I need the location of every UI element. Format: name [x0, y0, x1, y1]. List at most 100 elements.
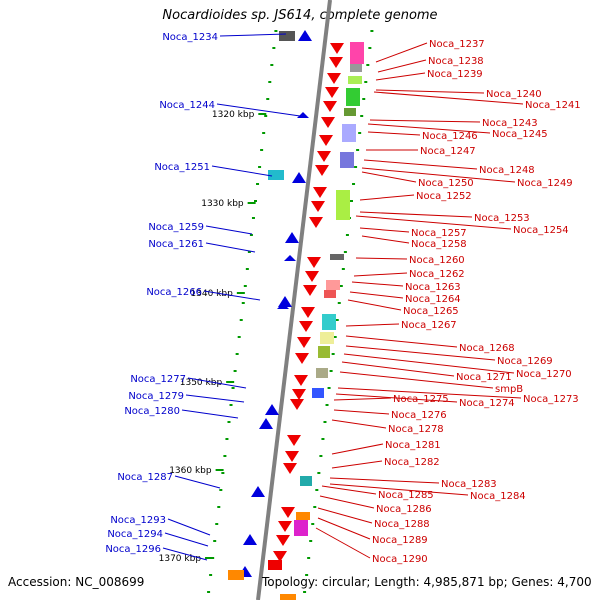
forward-gene-arrow — [278, 521, 292, 532]
forward-gene-arrow — [299, 321, 313, 332]
left-tick-dot — [231, 387, 235, 389]
scale-tick — [226, 381, 235, 383]
right-gene-label: Noca_1239 — [427, 69, 483, 80]
left-leader-line — [219, 33, 287, 37]
right-leader-line — [375, 72, 426, 81]
right-gene-label: Noca_1248 — [479, 165, 535, 176]
forward-gene-arrow — [285, 451, 299, 462]
left-gene-label: Noca_1293 — [110, 515, 166, 526]
map-title: Nocardioides sp. JS614, complete genome — [162, 8, 438, 23]
left-gene-label: Noca_1296 — [105, 544, 161, 555]
right-tick-dot — [360, 115, 364, 117]
right-leader-line — [359, 194, 415, 201]
left-leader-line — [181, 409, 239, 419]
left-leader-line — [216, 103, 301, 117]
left-leader-line — [185, 394, 245, 403]
left-leader-line — [205, 225, 253, 235]
left-gene-label: Noca_1259 — [148, 222, 204, 233]
genome-backbone — [256, 0, 332, 600]
left-tick-dot — [223, 455, 227, 457]
right-tick-dot — [370, 30, 374, 32]
right-gene-label: Noca_1258 — [411, 239, 467, 250]
left-tick-dot — [270, 64, 274, 66]
right-tick-dot — [317, 472, 321, 474]
forward-gene-arrow — [297, 337, 311, 348]
left-tick-dot — [254, 200, 257, 202]
right-gene-label: Noca_1267 — [401, 320, 457, 331]
forward-gene-block — [324, 290, 336, 298]
right-gene-label: smpB — [495, 384, 523, 395]
reverse-gene-arrow — [265, 404, 279, 415]
left-tick-dot — [235, 353, 239, 355]
right-gene-label: Noca_1268 — [459, 343, 515, 354]
right-tick-dot — [329, 370, 333, 372]
right-tick-dot — [309, 540, 313, 542]
forward-gene-block — [340, 152, 354, 168]
right-gene-label: Noca_1285 — [378, 490, 434, 501]
right-gene-label: Noca_1252 — [416, 191, 472, 202]
right-leader-line — [359, 227, 410, 233]
right-leader-line — [355, 215, 512, 230]
right-tick-dot — [307, 557, 311, 559]
right-gene-label: Noca_1274 — [459, 398, 515, 409]
right-gene-label: Noca_1290 — [372, 554, 428, 565]
forward-gene-arrow — [325, 87, 339, 98]
scale-label: 1330 kbp — [201, 199, 244, 209]
right-leader-line — [319, 495, 375, 509]
scale-label: 1320 kbp — [212, 110, 255, 120]
forward-gene-arrow — [303, 285, 317, 296]
right-gene-label: Noca_1247 — [420, 146, 476, 157]
right-leader-line — [369, 119, 481, 123]
forward-gene-arrow — [330, 43, 344, 54]
scale-tick — [215, 469, 224, 471]
right-gene-label: Noca_1245 — [492, 129, 548, 140]
reverse-gene-arrow — [252, 491, 264, 497]
left-tick-dot — [225, 438, 229, 440]
left-tick-dot — [209, 574, 213, 576]
left-gene-label: Noca_1244 — [159, 100, 215, 111]
right-gene-label: Noca_1288 — [374, 519, 430, 530]
right-gene-label: Noca_1271 — [456, 372, 512, 383]
right-tick-dot — [331, 353, 335, 355]
right-tick-dot — [368, 47, 372, 49]
left-leader-line — [174, 475, 221, 489]
reverse-gene-arrow — [297, 112, 309, 118]
genome-summary-text: Topology: circular; Length: 4,985,871 bp… — [262, 575, 592, 589]
forward-gene-arrow — [281, 507, 295, 518]
forward-gene-arrow — [321, 117, 335, 128]
right-leader-line — [345, 335, 458, 348]
forward-gene-arrow — [311, 201, 325, 212]
right-leader-line — [339, 371, 494, 389]
right-gene-label: Noca_1253 — [474, 213, 530, 224]
right-tick-dot — [343, 251, 347, 253]
right-tick-dot — [327, 387, 331, 389]
right-tick-dot — [315, 489, 319, 491]
forward-gene-arrow — [287, 435, 301, 446]
right-leader-line — [317, 507, 373, 524]
right-tick-dot — [337, 302, 341, 304]
forward-gene-block — [294, 520, 308, 536]
right-leader-line — [361, 167, 516, 183]
right-leader-line — [355, 257, 408, 260]
right-leader-line — [345, 345, 496, 361]
right-gene-label: Noca_1243 — [482, 118, 538, 129]
forward-gene-arrow — [319, 135, 333, 146]
right-leader-line — [331, 443, 384, 455]
left-tick-dot — [249, 234, 253, 236]
right-leader-line — [331, 460, 383, 469]
right-gene-label: Noca_1254 — [513, 225, 569, 236]
right-gene-label: Noca_1241 — [525, 100, 581, 111]
reverse-gene-arrow — [292, 172, 306, 183]
right-gene-label: Noca_1250 — [418, 178, 474, 189]
left-gene-label: Noca_1266 — [146, 287, 202, 298]
left-tick-dot — [256, 183, 260, 185]
accession-text: Accession: NC_008699 — [8, 575, 145, 589]
forward-gene-arrow — [327, 73, 341, 84]
forward-gene-block — [312, 388, 324, 398]
right-tick-dot — [364, 81, 368, 83]
right-tick-dot — [303, 591, 307, 593]
right-tick-dot — [358, 132, 362, 134]
left-gene-label: Noca_1280 — [124, 406, 180, 417]
left-leader-line — [164, 532, 209, 547]
